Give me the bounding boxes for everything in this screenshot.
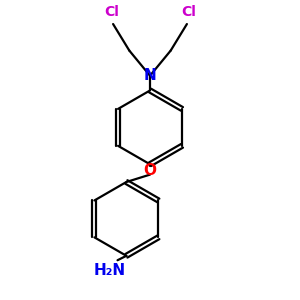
Text: H₂N: H₂N [94, 263, 126, 278]
Text: N: N [144, 68, 156, 83]
Text: Cl: Cl [181, 5, 196, 19]
Text: O: O [143, 163, 157, 178]
Text: Cl: Cl [104, 5, 119, 19]
